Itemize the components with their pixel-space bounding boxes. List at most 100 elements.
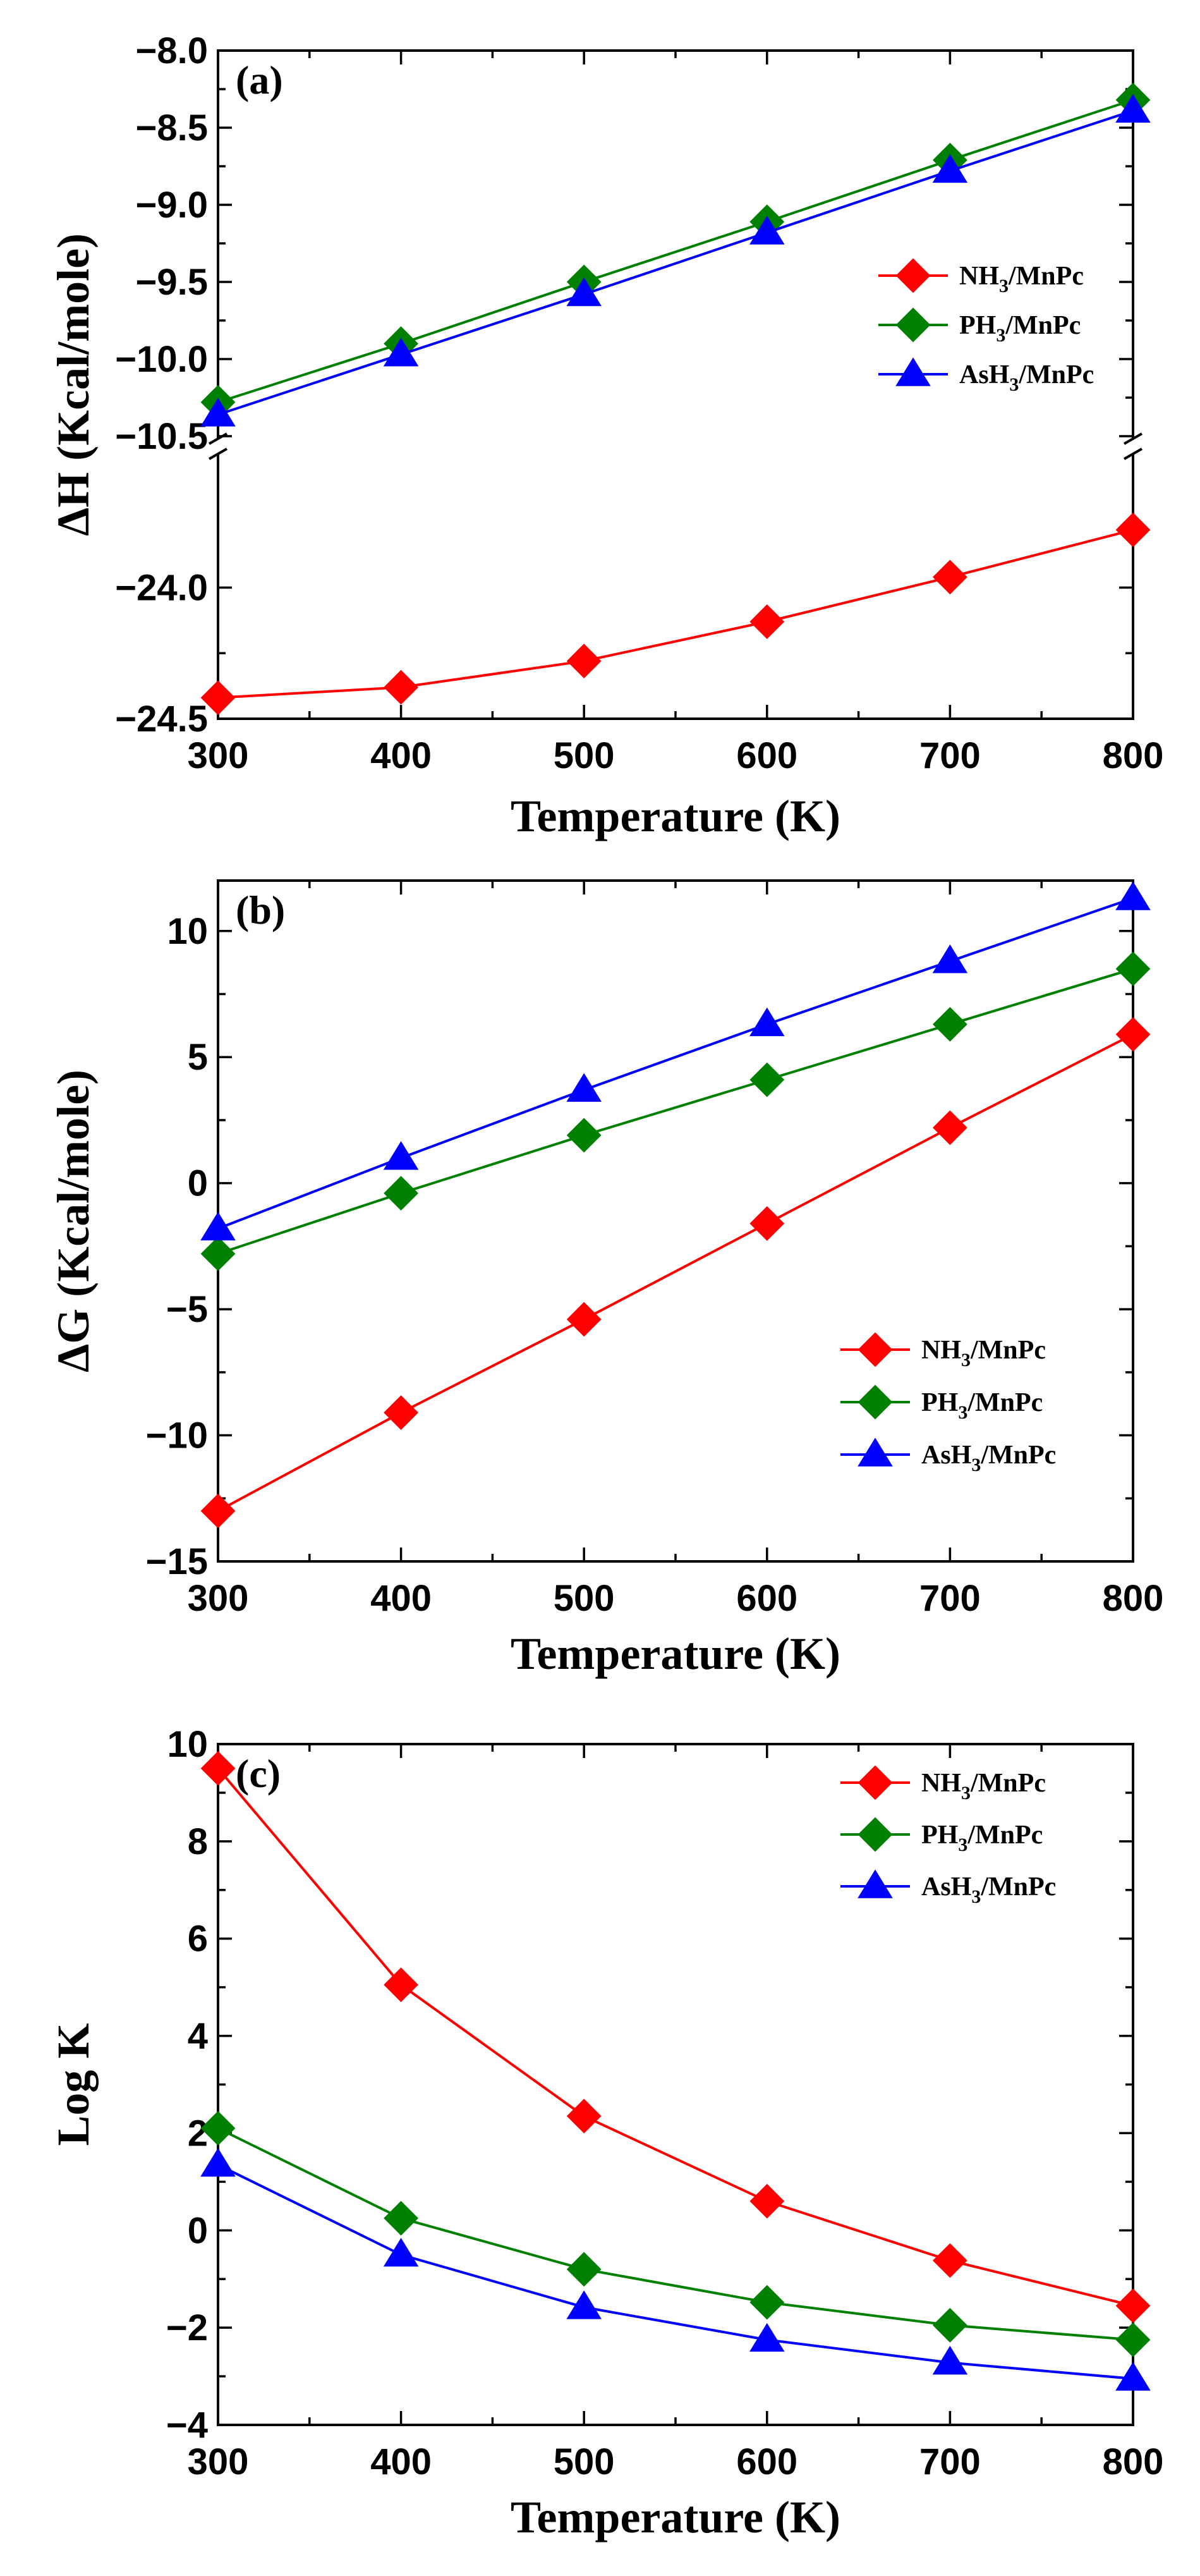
formula-base: PH — [959, 311, 996, 340]
y-tick-label: −15 — [146, 1541, 208, 1582]
legend-label-PH3: PH3/MnPc — [921, 1388, 1043, 1423]
y-tick-label: −4 — [166, 2405, 208, 2446]
formula-base: NH — [959, 262, 999, 291]
y-tick-label: 10 — [167, 911, 208, 952]
legend-marker-AsH3 — [858, 1869, 893, 1898]
formula-suffix: /MnPc — [970, 1336, 1046, 1365]
legend-label-PH3: PH3/MnPc — [959, 311, 1081, 346]
data-point-NH3 — [1115, 512, 1151, 547]
y-tick-label: −8.5 — [136, 107, 209, 149]
x-tick-label: 600 — [736, 1578, 797, 1619]
data-point-NH3 — [200, 1751, 236, 1786]
data-point-NH3 — [1115, 1016, 1151, 1052]
formula-subscript: 3 — [971, 1886, 981, 1907]
formula-suffix: /MnPc — [1005, 311, 1081, 340]
formula-suffix: /MnPc — [967, 1821, 1043, 1850]
y-tick-label: 8 — [188, 1821, 208, 1862]
formula-suffix: /MnPc — [980, 1441, 1056, 1470]
x-axis-title: Temperature (K) — [511, 791, 840, 841]
x-tick-label: 800 — [1103, 735, 1164, 776]
formula-subscript: 3 — [971, 1455, 981, 1475]
formula-subscript: 3 — [961, 1783, 971, 1804]
formula-subscript: 3 — [1009, 374, 1019, 395]
legend-marker-PH3 — [858, 1817, 893, 1852]
formula-base: PH — [921, 1388, 958, 1417]
x-tick-label: 400 — [370, 2441, 432, 2482]
data-point-PH3 — [1115, 2322, 1151, 2357]
chart-panel-a: 300 400 500 600 700 800 −8.0 −8.5 −9.0 −9.5 −10.0 −… — [48, 30, 1163, 841]
series-line-NH3 — [217, 1033, 1134, 1512]
data-point-AsH3 — [1115, 94, 1151, 123]
data-point-NH3 — [384, 1967, 419, 2003]
data-point-AsH3 — [383, 1141, 419, 1170]
data-point-PH3 — [566, 1118, 602, 1153]
panel-label: (a) — [236, 58, 283, 102]
data-point-NH3 — [932, 2243, 967, 2278]
data-point-AsH3 — [383, 338, 419, 367]
x-tick-label: 500 — [554, 735, 615, 776]
y-tick-label: −10 — [146, 1415, 208, 1456]
legend-label-NH3: NH3/MnPc — [921, 1336, 1046, 1370]
y-axis-title: ΔG (Kcal/mole) — [48, 1070, 99, 1372]
y-tick-label: 0 — [188, 1163, 208, 1204]
y-tick-label: −10.0 — [115, 339, 208, 380]
formula-suffix: /MnPc — [967, 1388, 1043, 1417]
y-tick-label: −2 — [166, 2307, 208, 2348]
y-tick-label: −9.5 — [136, 262, 209, 303]
formula-base: AsH — [921, 1441, 971, 1470]
formula-suffix: /MnPc — [970, 1769, 1046, 1798]
data-point-NH3 — [566, 2099, 602, 2133]
legend-label-AsH3: AsH3/MnPc — [959, 360, 1094, 395]
y-axis-title: ΔH (Kcal/mole) — [48, 233, 99, 536]
data-point-NH3 — [932, 1110, 967, 1145]
formula-base: PH — [921, 1821, 958, 1850]
x-tick-label: 300 — [188, 1578, 249, 1619]
y-tick-label: −8.0 — [136, 30, 209, 71]
data-point-AsH3 — [749, 216, 785, 245]
legend-marker-AsH3 — [858, 1438, 893, 1467]
data-point-AsH3 — [1115, 2362, 1151, 2391]
series-line-PH3 — [217, 2127, 1134, 2341]
data-point-NH3 — [932, 559, 967, 595]
panel-label: (b) — [236, 888, 285, 932]
formula-subscript: 3 — [996, 325, 1005, 346]
formula-subscript: 3 — [999, 276, 1009, 296]
formula-suffix: /MnPc — [980, 1872, 1056, 1901]
series-line-AsH3 — [217, 897, 1134, 1230]
chart-panel-c: 300 400 500 600 700 800−4−20246810NH3/MnPcPH3… — [48, 1724, 1163, 2542]
axis-break-mark — [209, 432, 227, 445]
formula-subscript: 3 — [961, 1350, 971, 1370]
x-axis-title: Temperature (K) — [511, 1628, 840, 1679]
data-point-AsH3 — [749, 1007, 785, 1037]
data-point-PH3 — [749, 2285, 785, 2320]
data-point-AsH3 — [383, 2238, 419, 2267]
data-point-PH3 — [566, 2252, 602, 2287]
series-line-AsH3 — [217, 109, 1134, 416]
data-point-AsH3 — [566, 277, 602, 307]
series-line-PH3 — [217, 967, 1134, 1255]
legend-marker-PH3 — [858, 1384, 893, 1420]
data-point-NH3 — [384, 1395, 419, 1431]
series-line-AsH3 — [217, 2163, 1134, 2380]
data-point-PH3 — [1115, 951, 1151, 987]
x-tick-label: 600 — [736, 2441, 797, 2482]
y-tick-label: −9.0 — [136, 185, 209, 226]
x-axis-title: Temperature (K) — [511, 2492, 840, 2542]
legend-label-AsH3: AsH3/MnPc — [921, 1441, 1056, 1475]
data-point-AsH3 — [200, 2147, 236, 2177]
formula-subscript: 3 — [958, 1834, 967, 1855]
legend-marker-PH3 — [895, 307, 931, 343]
x-tick-label: 800 — [1103, 2441, 1164, 2482]
legend-label-NH3: NH3/MnPc — [959, 262, 1084, 296]
y-tick-label: 6 — [188, 1919, 208, 1960]
x-tick-label: 700 — [919, 2441, 981, 2482]
formula-base: AsH — [959, 360, 1009, 389]
data-point-NH3 — [566, 644, 602, 679]
data-point-NH3 — [384, 669, 419, 705]
data-point-PH3 — [384, 1176, 419, 1211]
y-tick-label: −5 — [166, 1289, 208, 1330]
data-point-AsH3 — [1115, 881, 1151, 910]
formula-base: AsH — [921, 1872, 971, 1901]
